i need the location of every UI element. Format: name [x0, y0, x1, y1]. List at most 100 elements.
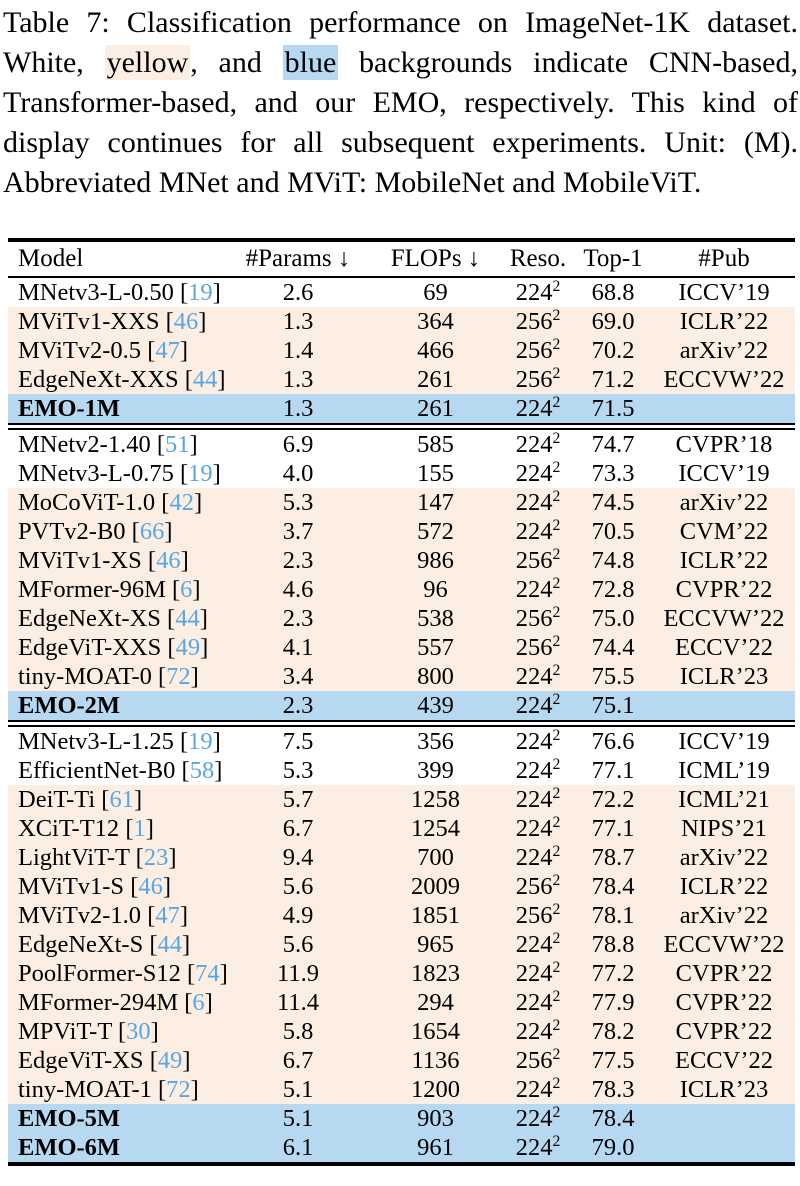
citation-link[interactable]: 49: [157, 1047, 183, 1074]
citation-link[interactable]: 19: [188, 728, 213, 755]
citation-link[interactable]: 19: [188, 460, 213, 487]
superscript: 2: [552, 756, 561, 773]
cell-model: MNetv3-L-1.25 [19]: [18, 728, 221, 755]
table-row: EdgeNeXt-S [44] 5.6 965 2242 78.8 ECCVW’22: [8, 930, 795, 959]
cell-top1: 75.5: [591, 663, 635, 690]
cell-params: 9.4: [282, 844, 314, 871]
cell-top1: 78.3: [591, 1076, 635, 1103]
citation-link[interactable]: 30: [126, 1018, 151, 1045]
citation-link[interactable]: 6: [180, 576, 193, 603]
cell-flops: 800: [417, 663, 454, 690]
cell-params: 1.3: [282, 308, 314, 335]
superscript: 2: [552, 930, 561, 947]
caption-line: Abbreviated MNet and MViT: MobileNet and…: [3, 163, 798, 203]
cell-flops: 1254: [411, 815, 460, 842]
cell-params: 11.9: [277, 960, 319, 987]
cell-reso: 2562: [515, 1046, 561, 1074]
cell-top1: 74.5: [591, 489, 635, 516]
cell-top1: 78.7: [591, 844, 635, 871]
col-header-params: #Params ↓: [228, 240, 368, 278]
citation-link[interactable]: 51: [165, 431, 190, 458]
citation-link[interactable]: 58: [189, 757, 215, 784]
cell-pub: NIPS’21: [681, 815, 767, 842]
cell-top1: 77.2: [591, 960, 635, 987]
citation-link[interactable]: 19: [188, 279, 213, 306]
cell-top1: 78.4: [591, 873, 635, 900]
cell-flops: 1200: [411, 1076, 460, 1103]
cell-pub: ECCV’22: [675, 634, 773, 661]
superscript: 2: [552, 785, 561, 802]
cell-model: MViTv1-XXS [46]: [18, 308, 207, 335]
cell-model: EfficientNet-B0 [58]: [18, 757, 223, 784]
table-row: MViTv2-1.0 [47] 4.9 1851 2562 78.1 arXiv’22: [8, 901, 795, 930]
citation-link[interactable]: 44: [157, 931, 183, 958]
caption-text: display continues for all subsequent exp…: [3, 126, 798, 159]
superscript: 2: [552, 307, 561, 324]
cell-flops: 1823: [411, 960, 460, 987]
citation-link[interactable]: 61: [109, 786, 134, 813]
citation-link[interactable]: 42: [169, 489, 194, 516]
citation-link[interactable]: 47: [155, 337, 180, 364]
cell-flops: 2009: [411, 873, 460, 900]
citation-link[interactable]: 23: [143, 844, 169, 871]
citation-link[interactable]: 72: [166, 1076, 191, 1103]
citation-link[interactable]: 72: [166, 663, 191, 690]
citation-link[interactable]: 74: [195, 960, 220, 987]
caption-highlight-transformer: yellow: [104, 45, 191, 80]
citation-link[interactable]: 44: [175, 605, 200, 632]
cell-reso: 2242: [515, 1133, 561, 1161]
cell-flops: 700: [417, 844, 454, 871]
cell-pub: ICML’19: [678, 757, 770, 784]
cell-top1: 75.0: [591, 605, 635, 632]
citation-link[interactable]: 66: [139, 518, 165, 545]
cell-pub: [653, 394, 795, 424]
citation-link[interactable]: 46: [138, 873, 163, 900]
citation-link[interactable]: 1: [133, 815, 146, 842]
cell-params: 2.3: [282, 692, 314, 719]
cell-model: EMO-6M: [18, 1134, 121, 1161]
caption-text: , and: [190, 46, 283, 79]
cell-params: 1.3: [282, 395, 314, 422]
cell-top1: 74.8: [591, 547, 635, 574]
results-table-body: MNetv3-L-0.50 [19] 2.6 69 2242 68.8 ICCV’19 MV…: [8, 277, 795, 1164]
superscript: 2: [552, 604, 561, 621]
citation-link[interactable]: 6: [192, 989, 205, 1016]
header-row: Model #Params ↓ FLOPs ↓ Reso. Top-1 #Pub: [8, 240, 795, 278]
cell-reso: 2562: [515, 872, 561, 900]
table-row: MViTv1-XS [46] 2.3 986 2562 74.8 ICLR’22: [8, 546, 795, 575]
cell-reso: 2242: [515, 691, 561, 719]
cell-model: tiny-MOAT-1 [72]: [18, 1076, 199, 1103]
superscript: 2: [552, 278, 561, 295]
citation-link[interactable]: 47: [155, 902, 180, 929]
citation-link[interactable]: 46: [156, 547, 181, 574]
citation-link[interactable]: 46: [173, 308, 199, 335]
cell-pub: ICCV’19: [678, 279, 770, 306]
cell-flops: 1258: [411, 786, 460, 813]
cell-reso: 2562: [515, 901, 561, 929]
cell-flops: 1136: [411, 1047, 460, 1074]
cell-reso: 2242: [515, 517, 561, 545]
caption-text: Abbreviated MNet and MViT: MobileNet and…: [3, 166, 702, 199]
group-separator-rule: [8, 720, 795, 727]
cell-reso: 2242: [515, 278, 561, 306]
cell-top1: 74.7: [591, 431, 635, 458]
cell-pub: [653, 691, 795, 721]
col-header-flops: FLOPs ↓: [368, 240, 503, 278]
caption-line: display continues for all subsequent exp…: [3, 123, 798, 163]
cell-params: 5.1: [282, 1105, 314, 1132]
citation-link[interactable]: 49: [175, 634, 201, 661]
superscript: 2: [552, 517, 561, 534]
cell-params: 7.5: [282, 728, 314, 755]
table-row: tiny-MOAT-0 [72] 3.4 800 2242 75.5 ICLR’23: [8, 662, 795, 691]
cell-params: 5.7: [282, 786, 314, 813]
cell-reso: 2242: [515, 1104, 561, 1132]
citation-link[interactable]: 44: [192, 366, 218, 393]
superscript: 2: [552, 1075, 561, 1092]
superscript: 2: [552, 1104, 561, 1121]
cell-model: EdgeNeXt-XS [44]: [18, 605, 208, 632]
cell-model: MNetv3-L-0.75 [19]: [18, 460, 221, 487]
col-header-top1: Top-1: [573, 240, 653, 278]
cell-model: EMO-5M: [18, 1105, 121, 1132]
group-separator: [8, 423, 795, 430]
table-row: MNetv3-L-0.75 [19] 4.0 155 2242 73.3 ICCV’19: [8, 459, 795, 488]
